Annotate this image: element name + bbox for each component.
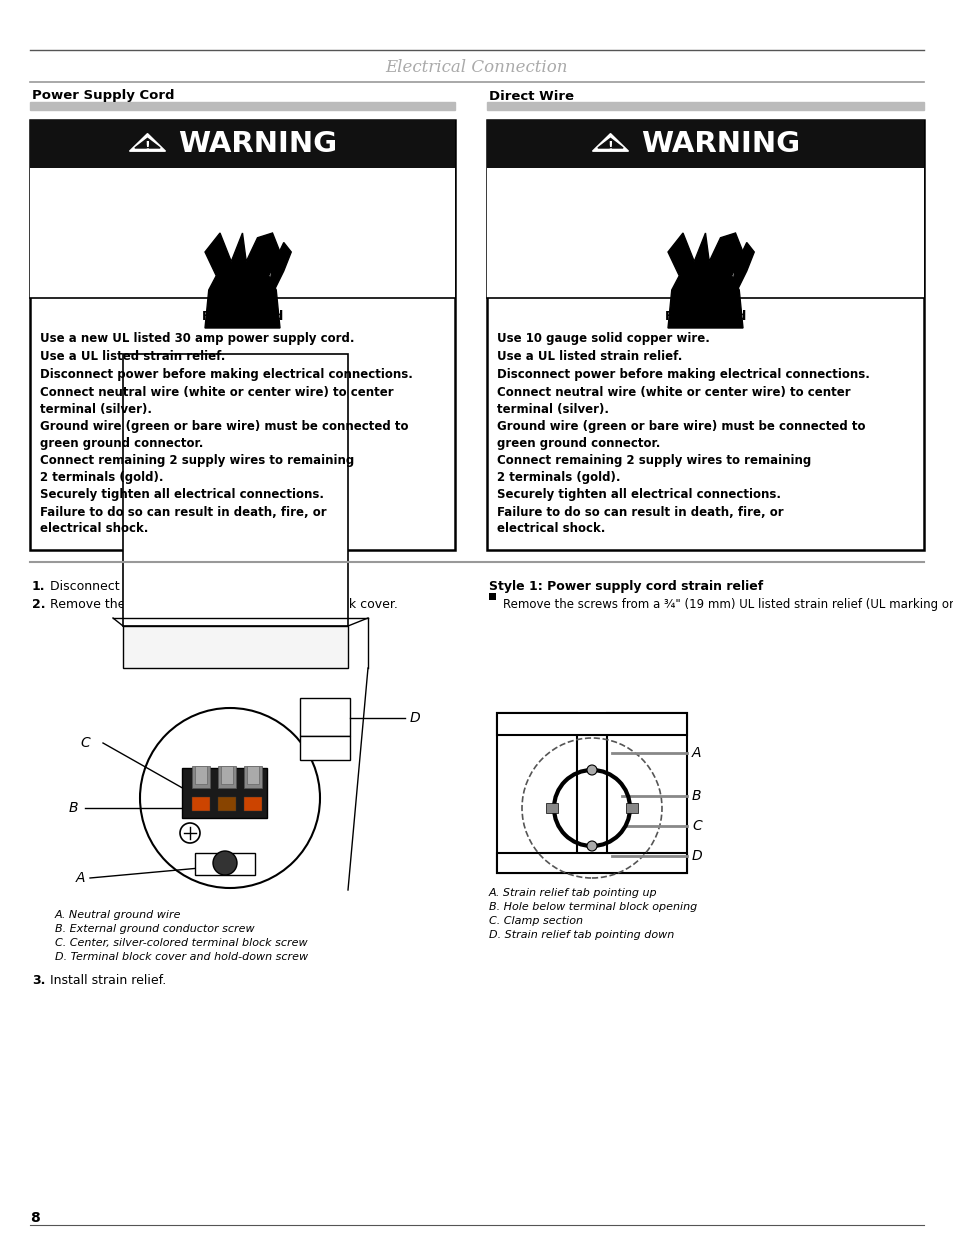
Text: 3.: 3. xyxy=(32,974,46,987)
Polygon shape xyxy=(134,138,160,148)
Text: 8: 8 xyxy=(30,1212,40,1225)
Text: A. Neutral ground wire: A. Neutral ground wire xyxy=(55,910,181,920)
Bar xyxy=(244,766,262,788)
Text: Securely tighten all electrical connections.: Securely tighten all electrical connecti… xyxy=(497,488,781,501)
Bar xyxy=(497,713,577,873)
Text: Fire Hazard: Fire Hazard xyxy=(664,310,745,322)
Text: Electrical Connection: Electrical Connection xyxy=(385,59,568,77)
Text: Connect neutral wire (white or center wire) to center
terminal (silver).: Connect neutral wire (white or center wi… xyxy=(40,387,394,415)
Text: Use a new UL listed 30 amp power supply cord.: Use a new UL listed 30 amp power supply … xyxy=(40,332,355,345)
Bar xyxy=(193,766,211,788)
Bar xyxy=(497,853,686,873)
Bar xyxy=(30,168,455,298)
Text: Connect remaining 2 supply wires to remaining
2 terminals (gold).: Connect remaining 2 supply wires to rema… xyxy=(40,454,354,483)
Text: D. Terminal block cover and hold-down screw: D. Terminal block cover and hold-down sc… xyxy=(55,952,308,962)
Text: 1.: 1. xyxy=(32,580,46,593)
Text: Use a UL listed strain relief.: Use a UL listed strain relief. xyxy=(40,350,225,363)
Polygon shape xyxy=(592,133,628,151)
Text: Connect remaining 2 supply wires to remaining
2 terminals (gold).: Connect remaining 2 supply wires to rema… xyxy=(497,454,810,483)
Circle shape xyxy=(213,851,236,876)
Bar xyxy=(486,120,923,168)
Text: Ground wire (green or bare wire) must be connected to
green ground connector.: Ground wire (green or bare wire) must be… xyxy=(40,420,408,450)
Text: B. Hole below terminal block opening: B. Hole below terminal block opening xyxy=(489,902,697,911)
Text: B: B xyxy=(69,802,77,815)
Text: D: D xyxy=(410,711,420,725)
Text: D: D xyxy=(691,848,702,863)
Polygon shape xyxy=(130,133,165,151)
Text: B. External ground conductor screw: B. External ground conductor screw xyxy=(55,924,254,934)
Text: Install strain relief.: Install strain relief. xyxy=(50,974,166,987)
Text: B: B xyxy=(691,789,700,803)
Text: D. Strain relief tab pointing down: D. Strain relief tab pointing down xyxy=(489,930,674,940)
Circle shape xyxy=(586,841,597,851)
Circle shape xyxy=(180,823,200,844)
Polygon shape xyxy=(598,138,622,148)
Text: Style 1: Power supply cord strain relief: Style 1: Power supply cord strain relief xyxy=(489,580,762,593)
Text: C. Center, silver-colored terminal block screw: C. Center, silver-colored terminal block… xyxy=(55,939,307,948)
Text: Disconnect power before making electrical connections.: Disconnect power before making electrica… xyxy=(497,368,869,382)
Bar xyxy=(606,713,686,873)
Text: Use 10 gauge solid copper wire.: Use 10 gauge solid copper wire. xyxy=(497,332,709,345)
Bar xyxy=(123,354,348,626)
Bar xyxy=(182,768,267,818)
Text: WARNING: WARNING xyxy=(640,130,800,158)
Bar xyxy=(625,803,638,813)
Text: Failure to do so can result in death, fire, or
electrical shock.: Failure to do so can result in death, fi… xyxy=(40,506,326,536)
Text: C: C xyxy=(691,819,701,832)
Text: C: C xyxy=(80,736,90,750)
Text: Remove the screws from a ¾" (19 mm) UL listed strain relief (UL marking on strai: Remove the screws from a ¾" (19 mm) UL l… xyxy=(502,598,953,611)
Bar xyxy=(486,168,923,298)
Polygon shape xyxy=(667,233,742,329)
Text: Connect neutral wire (white or center wire) to center
terminal (silver).: Connect neutral wire (white or center wi… xyxy=(497,387,850,415)
Bar xyxy=(30,103,455,110)
Text: Disconnect power before making electrical connections.: Disconnect power before making electrica… xyxy=(40,368,413,382)
Text: Ground wire (green or bare wire) must be connected to
green ground connector.: Ground wire (green or bare wire) must be… xyxy=(497,420,864,450)
Bar xyxy=(221,766,233,784)
Text: 2.: 2. xyxy=(32,598,46,611)
Polygon shape xyxy=(205,233,280,329)
Bar xyxy=(30,120,455,168)
Bar xyxy=(218,766,236,788)
Bar xyxy=(194,853,254,876)
Polygon shape xyxy=(727,242,754,309)
Circle shape xyxy=(140,708,319,888)
Bar xyxy=(299,698,350,736)
Bar xyxy=(497,713,686,735)
Text: !: ! xyxy=(145,140,151,152)
Text: Remove the hold-down screw and terminal block cover.: Remove the hold-down screw and terminal … xyxy=(50,598,397,611)
Bar xyxy=(486,120,923,550)
Polygon shape xyxy=(265,242,291,309)
Text: Fire Hazard: Fire Hazard xyxy=(202,310,283,322)
Text: Securely tighten all electrical connections.: Securely tighten all electrical connecti… xyxy=(40,488,324,501)
Text: Power Supply Cord: Power Supply Cord xyxy=(32,89,174,103)
Circle shape xyxy=(586,764,597,776)
Bar xyxy=(218,797,236,811)
Text: Direct Wire: Direct Wire xyxy=(489,89,574,103)
Bar xyxy=(486,103,923,110)
Text: A: A xyxy=(75,871,85,885)
Bar xyxy=(545,803,558,813)
Bar xyxy=(244,797,262,811)
Text: Use a UL listed strain relief.: Use a UL listed strain relief. xyxy=(497,350,681,363)
Text: C. Clamp section: C. Clamp section xyxy=(489,916,582,926)
Bar xyxy=(30,120,455,550)
Bar xyxy=(489,593,496,600)
Text: A: A xyxy=(691,746,700,760)
Bar xyxy=(299,736,350,760)
Bar xyxy=(193,797,211,811)
Text: Disconnect power.: Disconnect power. xyxy=(50,580,165,593)
Bar xyxy=(123,626,348,668)
Bar xyxy=(195,766,208,784)
Text: Failure to do so can result in death, fire, or
electrical shock.: Failure to do so can result in death, fi… xyxy=(497,506,782,536)
Text: WARNING: WARNING xyxy=(178,130,336,158)
Bar xyxy=(247,766,259,784)
Text: !: ! xyxy=(607,140,613,152)
Text: A. Strain relief tab pointing up: A. Strain relief tab pointing up xyxy=(489,888,657,898)
